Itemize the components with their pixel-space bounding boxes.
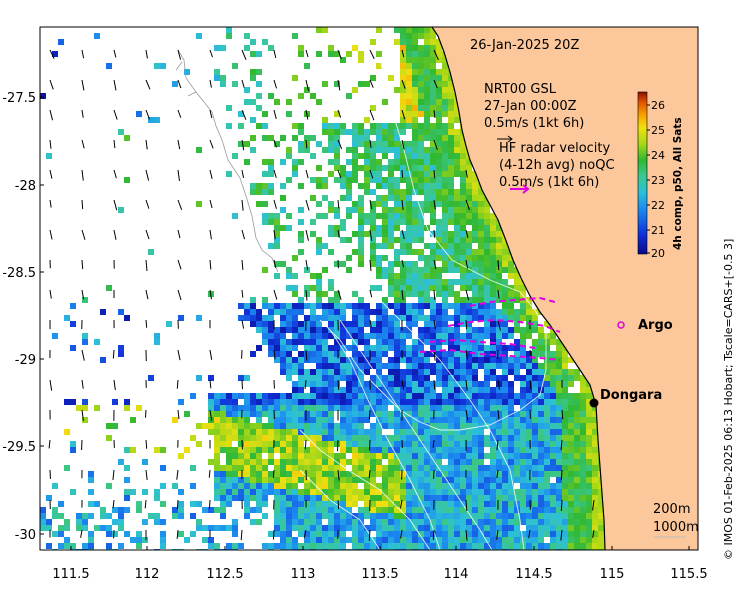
colorbar-tick-label: 22 <box>651 199 665 212</box>
colorbar-gradient <box>637 91 648 255</box>
bathymetry-contours <box>299 59 547 550</box>
x-axis: 111.5 112 112.5 113 113.5 114 114.5 115 115.5 <box>52 546 708 582</box>
model-scale-arrow <box>497 135 513 143</box>
contour-label-1000m: 1000m <box>653 520 699 535</box>
place-argo: Argo <box>638 318 673 333</box>
radar-scale-arrow <box>510 184 530 194</box>
colorbar-title: 4h comp, p50, All Sats <box>672 117 684 250</box>
radar-label: HF radar velocity <box>499 141 611 156</box>
colorbar-tick-label: 25 <box>651 124 665 137</box>
coastline <box>431 27 606 550</box>
y-tick-label: -28.5 <box>2 266 36 281</box>
y-axis: -27.5 -28 -28.5 -29 -29.5 -30 <box>2 91 44 543</box>
y-tick-label: -30 <box>15 528 36 543</box>
date-title: 26-Jan-2025 20Z <box>470 38 579 53</box>
x-tick-label: 114 <box>444 567 469 582</box>
x-tick-label: 112.5 <box>206 567 243 582</box>
contour-label-200m: 200m <box>653 502 690 517</box>
place-dongara: Dongara <box>600 388 662 403</box>
colorbar-tick-label: 26 <box>651 99 665 112</box>
model-scale-label: 0.5m/s (1kt 6h) <box>484 116 584 131</box>
colorbar-tick-label: 21 <box>651 224 665 237</box>
x-tick-label: 111.5 <box>52 567 89 582</box>
argo-float-marker <box>617 321 625 329</box>
x-tick-label: 115.5 <box>670 567 707 582</box>
credit-text: © IMOS 01-Feb-2025 06:13 Hobart; Tscale=… <box>722 239 735 560</box>
abrolhos-islands <box>175 49 279 273</box>
model-time: 27-Jan 00:00Z <box>484 99 577 114</box>
y-tick-label: -27.5 <box>2 91 36 106</box>
plot-frame <box>39 26 699 551</box>
y-tick-label: -29.5 <box>2 440 36 455</box>
colorbar-tick-label: 24 <box>651 149 665 162</box>
land-mass <box>432 27 698 550</box>
hf-radar-vectors <box>419 296 561 361</box>
x-tick-label: 115 <box>600 567 625 582</box>
x-tick-label: 114.5 <box>515 567 552 582</box>
colorbar: 26 25 24 23 22 21 20 4h comp, p50, All Sats <box>637 91 684 260</box>
colorbar-tick-label: 20 <box>651 247 665 260</box>
y-tick-label: -29 <box>15 353 36 368</box>
colorbar-tick-label: 23 <box>651 174 665 187</box>
x-tick-label: 112 <box>135 567 160 582</box>
x-tick-label: 113 <box>291 567 316 582</box>
radar-avg-label: (4-12h avg) noQC <box>499 158 615 173</box>
dongara-marker <box>589 398 599 408</box>
model-label: NRT00 GSL <box>484 82 557 97</box>
y-tick-label: -28 <box>15 179 36 194</box>
velocity-arrows <box>48 49 595 541</box>
x-tick-label: 113.5 <box>361 567 398 582</box>
radar-scale-label: 0.5m/s (1kt 6h) <box>499 175 599 190</box>
